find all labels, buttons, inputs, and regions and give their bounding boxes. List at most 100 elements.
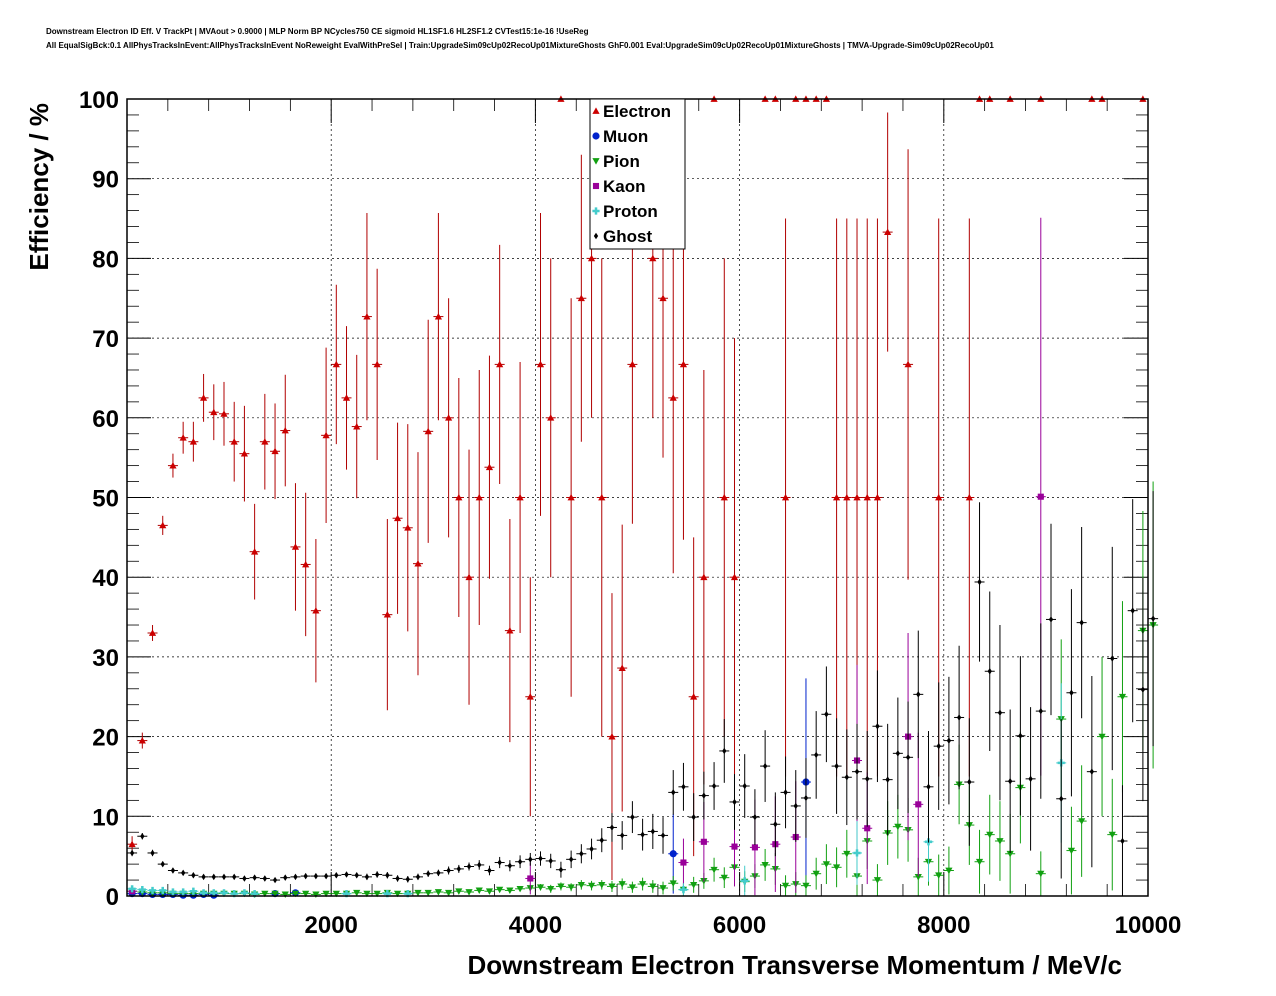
pion-point <box>557 883 565 891</box>
electron-point <box>291 543 300 550</box>
electron-point <box>148 629 157 636</box>
electron-point <box>965 493 973 501</box>
ghost-point <box>824 711 829 718</box>
ghost-point <box>660 832 666 839</box>
proton-point <box>404 890 412 898</box>
ghost-point <box>926 783 931 791</box>
pion-point <box>618 881 626 888</box>
ghost-point <box>354 872 359 879</box>
proton-point <box>220 889 228 897</box>
electron-point <box>669 394 677 401</box>
ghost-point <box>415 873 421 881</box>
proton-point <box>853 849 861 857</box>
electron-point <box>649 254 657 262</box>
electron-point <box>353 422 361 430</box>
ghost-point <box>1110 655 1115 662</box>
ghost-point <box>752 813 758 821</box>
legend-box <box>589 98 686 250</box>
ghost-point <box>150 849 155 857</box>
kaon-point <box>680 859 687 866</box>
pion-point <box>710 866 718 874</box>
electron-point <box>506 626 514 634</box>
electron-point <box>547 414 555 421</box>
y-axis-title: Efficiency / % <box>24 103 54 271</box>
pion-point <box>496 886 504 894</box>
electron-point <box>843 493 851 501</box>
legend-marker-pion <box>592 158 600 165</box>
electron-point <box>414 560 422 567</box>
series-ghost <box>127 491 1159 896</box>
y-tick-label: 50 <box>92 486 119 513</box>
pion-point <box>690 881 698 889</box>
ghost-point <box>426 870 431 877</box>
electron-point <box>567 493 575 501</box>
electron-point <box>138 736 146 744</box>
electron-point <box>679 360 688 368</box>
proton-point <box>240 889 249 897</box>
pion-point <box>271 890 279 898</box>
ghost-point <box>446 867 451 874</box>
ghost-point <box>589 845 594 853</box>
series-proton <box>127 683 1067 898</box>
electron-point <box>577 294 585 302</box>
ghost-point <box>303 872 308 880</box>
electron-point <box>485 463 494 471</box>
pion-point <box>1067 847 1076 855</box>
pion-point <box>1078 818 1086 825</box>
electron-point <box>404 524 412 531</box>
ghost-point <box>528 856 533 863</box>
pion-point <box>761 862 769 869</box>
pion-point <box>649 883 657 891</box>
electron-point <box>884 228 892 235</box>
pion-point <box>312 891 320 899</box>
pion-point <box>261 890 269 898</box>
electron-point <box>434 312 443 320</box>
y-tick-label: 90 <box>92 167 119 194</box>
ghost-point <box>599 836 604 844</box>
legend-label-ghost: Ghost <box>603 227 652 246</box>
electron-point <box>179 434 187 441</box>
ghost-point <box>630 813 635 821</box>
ghost-point <box>405 876 410 883</box>
ghost-point <box>364 873 370 881</box>
ghost-point <box>456 865 461 873</box>
ghost-point <box>1059 795 1064 803</box>
kaon-point <box>864 825 871 832</box>
electron-point <box>281 426 289 434</box>
electron-point <box>342 394 351 401</box>
pion-point <box>353 889 361 897</box>
proton-point <box>159 886 167 895</box>
ghost-point <box>895 750 901 757</box>
electron-point <box>700 573 708 581</box>
ghost-point <box>211 873 216 881</box>
electron-point <box>832 493 841 501</box>
electron-point <box>904 360 912 368</box>
electron-point <box>373 360 381 368</box>
y-tick-label: 10 <box>92 804 119 831</box>
legend-label-pion: Pion <box>603 152 640 171</box>
electron-point <box>455 493 463 501</box>
pion-point <box>393 890 402 898</box>
ghost-point <box>538 855 543 862</box>
ghost-point <box>854 768 860 775</box>
ghost-point <box>681 783 686 791</box>
ghost-point <box>609 824 615 831</box>
electron-point <box>302 560 310 568</box>
pion-point <box>628 884 636 891</box>
electron-point <box>730 573 739 581</box>
pion-point <box>975 858 984 866</box>
electron-point <box>322 431 330 439</box>
electron-point <box>659 294 667 302</box>
kaon-point <box>731 843 738 850</box>
ghost-point <box>140 832 145 840</box>
ghost-point <box>987 668 992 675</box>
pion-point <box>455 888 463 895</box>
muon-point <box>669 850 677 858</box>
proton-point <box>179 888 187 896</box>
pion-point <box>822 861 830 868</box>
ghost-point <box>691 813 696 821</box>
ghost-point <box>1079 619 1084 626</box>
ghost-point <box>1038 707 1043 715</box>
pion-point <box>302 890 310 898</box>
